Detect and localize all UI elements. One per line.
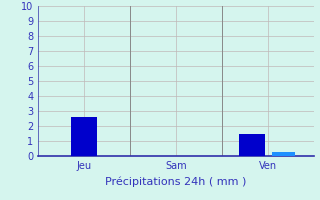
- X-axis label: Précipitations 24h ( mm ): Précipitations 24h ( mm ): [105, 176, 247, 187]
- Bar: [239, 134, 265, 156]
- Bar: [71, 117, 97, 156]
- Bar: [272, 152, 295, 156]
